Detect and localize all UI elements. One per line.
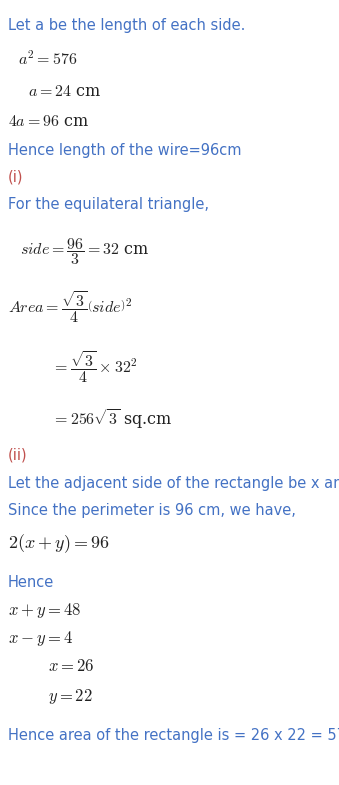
Text: $\mathit{a} = 24$ cm: $\mathit{a} = 24$ cm (28, 83, 101, 100)
Text: $\mathit{y} = 22$: $\mathit{y} = 22$ (48, 687, 93, 706)
Text: Hence: Hence (8, 575, 54, 590)
Text: $4\mathit{a} = 96$ cm: $4\mathit{a} = 96$ cm (8, 113, 89, 130)
Text: Hence length of the wire=96cm: Hence length of the wire=96cm (8, 143, 241, 158)
Text: $\mathit{a}^{2} = 576$: $\mathit{a}^{2} = 576$ (18, 50, 77, 69)
Text: Let a be the length of each side.: Let a be the length of each side. (8, 18, 245, 33)
Text: (i): (i) (8, 170, 23, 185)
Text: Let the adjacent side of the rectangle be x and y cm.: Let the adjacent side of the rectangle b… (8, 476, 339, 491)
Text: Hence area of the rectangle is = 26 x 22 = 572 sq.cm: Hence area of the rectangle is = 26 x 22… (8, 728, 339, 743)
Text: $\mathit{x} + \mathit{y} = 48$: $\mathit{x} + \mathit{y} = 48$ (8, 601, 81, 620)
Text: $\mathit{Area} = \dfrac{\sqrt{3}}{4}\left(\mathit{side}\right)^{2}$: $\mathit{Area} = \dfrac{\sqrt{3}}{4}\lef… (8, 289, 132, 325)
Text: Since the perimeter is 96 cm, we have,: Since the perimeter is 96 cm, we have, (8, 503, 296, 518)
Text: (ii): (ii) (8, 448, 27, 463)
Text: $= \dfrac{\sqrt{3}}{4} \times 32^{2}$: $= \dfrac{\sqrt{3}}{4} \times 32^{2}$ (52, 349, 138, 385)
Text: $\mathit{x} = 26$: $\mathit{x} = 26$ (48, 658, 94, 675)
Text: $\mathit{side} = \dfrac{96}{3} = 32$ cm: $\mathit{side} = \dfrac{96}{3} = 32$ cm (20, 236, 149, 267)
Text: $2(\mathit{x} + \mathit{y}) = 96$: $2(\mathit{x} + \mathit{y}) = 96$ (8, 532, 110, 555)
Text: $= 256\sqrt{3}$ sq.cm: $= 256\sqrt{3}$ sq.cm (52, 407, 173, 431)
Text: For the equilateral triangle,: For the equilateral triangle, (8, 197, 209, 212)
Text: $\mathit{x} - \mathit{y} = 4$: $\mathit{x} - \mathit{y} = 4$ (8, 629, 73, 648)
